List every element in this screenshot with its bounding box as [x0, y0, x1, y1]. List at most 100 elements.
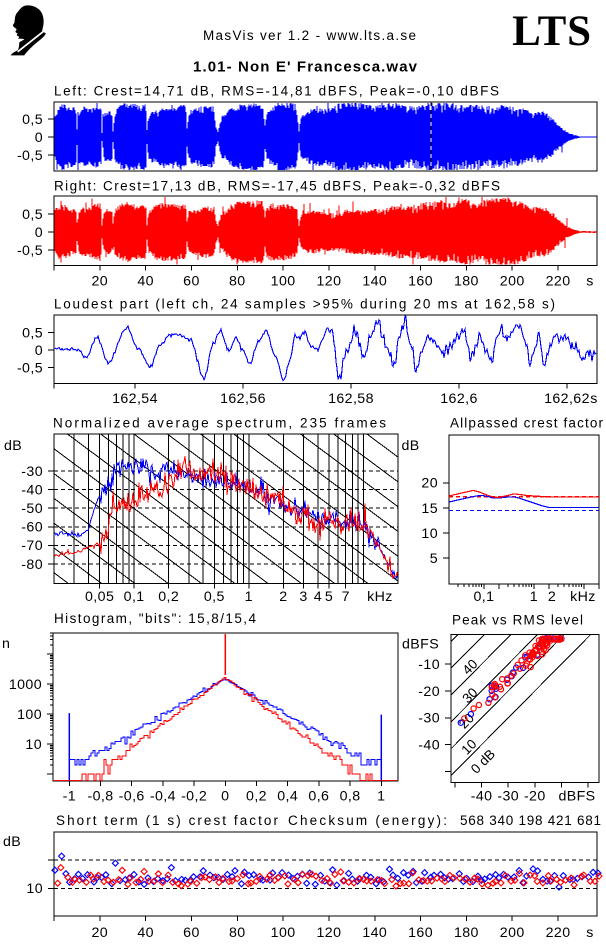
- svg-text:-80: -80: [21, 557, 43, 573]
- svg-text:100: 100: [271, 925, 296, 941]
- svg-text:40: 40: [137, 925, 154, 941]
- svg-text:162,62: 162,62: [544, 391, 590, 407]
- svg-text:180: 180: [454, 925, 479, 941]
- svg-text:dBFS: dBFS: [402, 637, 439, 653]
- svg-text:200: 200: [500, 274, 525, 290]
- svg-text:-20: -20: [418, 684, 440, 700]
- svg-text:140: 140: [362, 925, 387, 941]
- svg-text:-60: -60: [21, 520, 43, 536]
- svg-text:Peak vs RMS level: Peak vs RMS level: [452, 613, 583, 628]
- svg-text:80: 80: [229, 274, 246, 290]
- svg-text:Loudest part (left ch, 24 sam: Loudest part (left ch, 24 samples >95% d…: [54, 297, 555, 312]
- svg-text:Allpassed crest factor: Allpassed crest factor: [450, 416, 604, 431]
- svg-text:180: 180: [454, 274, 479, 290]
- svg-text:162,54: 162,54: [112, 391, 158, 407]
- svg-text:2: 2: [548, 589, 556, 605]
- svg-text:10: 10: [25, 737, 42, 753]
- svg-text:dB: dB: [3, 834, 21, 850]
- svg-text:100: 100: [17, 707, 42, 723]
- svg-text:0,8: 0,8: [340, 789, 361, 805]
- svg-text:162,56: 162,56: [220, 391, 266, 407]
- svg-text:10: 10: [421, 526, 438, 542]
- svg-text:120: 120: [316, 925, 341, 941]
- svg-text:120: 120: [316, 274, 341, 290]
- svg-text:20: 20: [421, 476, 438, 492]
- svg-text:2: 2: [279, 589, 287, 605]
- svg-text:1000: 1000: [9, 677, 42, 693]
- svg-text:3: 3: [299, 589, 307, 605]
- svg-text:0,5: 0,5: [22, 112, 43, 128]
- svg-text:220: 220: [546, 925, 571, 941]
- svg-text:0: 0: [221, 789, 229, 805]
- svg-text:-0,8: -0,8: [87, 789, 113, 805]
- svg-text:1: 1: [245, 589, 253, 605]
- svg-text:1.01- Non E' Francesca.wav: 1.01- Non E' Francesca.wav: [193, 59, 418, 76]
- svg-text:60: 60: [183, 274, 200, 290]
- svg-text:-50: -50: [21, 501, 43, 517]
- svg-text:MasVis ver 1.2 - www.lts.a.se: MasVis ver 1.2 - www.lts.a.se: [203, 28, 416, 43]
- svg-text:0,5: 0,5: [22, 325, 43, 341]
- svg-text:20: 20: [92, 925, 109, 941]
- svg-text:-20: -20: [524, 789, 546, 805]
- svg-text:162,58: 162,58: [328, 391, 374, 407]
- svg-text:-0,2: -0,2: [181, 789, 207, 805]
- svg-text:-0,6: -0,6: [119, 789, 145, 805]
- svg-text:-40: -40: [471, 789, 493, 805]
- svg-text:200: 200: [500, 925, 525, 941]
- svg-text:-1: -1: [63, 789, 76, 805]
- svg-text:5: 5: [430, 551, 438, 567]
- svg-text:60: 60: [183, 925, 200, 941]
- svg-text:Short term (1 s) crest factor: Short term (1 s) crest factor: [56, 813, 279, 828]
- svg-text:1: 1: [530, 589, 538, 605]
- svg-text:20: 20: [92, 274, 109, 290]
- svg-text:0,5: 0,5: [204, 589, 225, 605]
- svg-text:40: 40: [137, 274, 154, 290]
- svg-text:0,4: 0,4: [277, 789, 298, 805]
- svg-text:dB: dB: [4, 438, 22, 454]
- svg-text:160: 160: [408, 925, 433, 941]
- svg-text:s: s: [586, 925, 594, 941]
- svg-text:Left: Crest=14,71 dB, RMS=-14,: Left: Crest=14,71 dB, RMS=-14,81 dBFS, P…: [54, 84, 499, 99]
- svg-text:dBFS: dBFS: [558, 789, 595, 805]
- svg-text:n: n: [2, 636, 10, 652]
- svg-text:-30: -30: [497, 789, 519, 805]
- svg-text:0,1: 0,1: [473, 589, 494, 605]
- svg-text:0: 0: [35, 343, 43, 359]
- svg-text:s: s: [586, 274, 594, 290]
- svg-text:LTS: LTS: [512, 8, 592, 55]
- svg-text:-40: -40: [418, 738, 440, 754]
- svg-text:kHz: kHz: [570, 589, 596, 605]
- svg-text:-70: -70: [21, 538, 43, 554]
- svg-text:0,05: 0,05: [85, 589, 114, 605]
- svg-text:0,6: 0,6: [308, 789, 329, 805]
- svg-text:-30: -30: [21, 464, 43, 480]
- svg-text:-40: -40: [21, 482, 43, 498]
- svg-text:0,2: 0,2: [158, 589, 179, 605]
- svg-text:15: 15: [421, 501, 438, 517]
- svg-text:-0,5: -0,5: [17, 148, 43, 164]
- svg-text:220: 220: [546, 274, 571, 290]
- svg-text:kHz: kHz: [367, 589, 393, 605]
- svg-text:7: 7: [342, 589, 350, 605]
- svg-text:140: 140: [362, 274, 387, 290]
- svg-text:dB: dB: [402, 438, 420, 454]
- svg-text:Histogram, "bits": 15,8/15,4: Histogram, "bits": 15,8/15,4: [54, 611, 256, 626]
- svg-text:0: 0: [35, 225, 43, 241]
- svg-text:1: 1: [377, 789, 385, 805]
- svg-text:0: 0: [35, 130, 43, 146]
- svg-text:0,5: 0,5: [22, 207, 43, 223]
- svg-text:5: 5: [325, 589, 333, 605]
- svg-text:4: 4: [314, 589, 322, 605]
- svg-text:s: s: [590, 391, 598, 407]
- svg-text:0,1: 0,1: [124, 589, 145, 605]
- svg-text:-0,4: -0,4: [150, 789, 176, 805]
- svg-text:100: 100: [271, 274, 296, 290]
- svg-text:-0,5: -0,5: [17, 360, 43, 376]
- svg-text:0,2: 0,2: [246, 789, 267, 805]
- svg-text:162,6: 162,6: [440, 391, 478, 407]
- svg-text:Normalized average spectrum, 2: Normalized average spectrum, 235 frames: [53, 416, 386, 431]
- svg-text:160: 160: [408, 274, 433, 290]
- svg-text:568 340 198 421 681: 568 340 198 421 681: [460, 813, 601, 828]
- svg-text:-10: -10: [418, 657, 440, 673]
- svg-text:-30: -30: [418, 711, 440, 727]
